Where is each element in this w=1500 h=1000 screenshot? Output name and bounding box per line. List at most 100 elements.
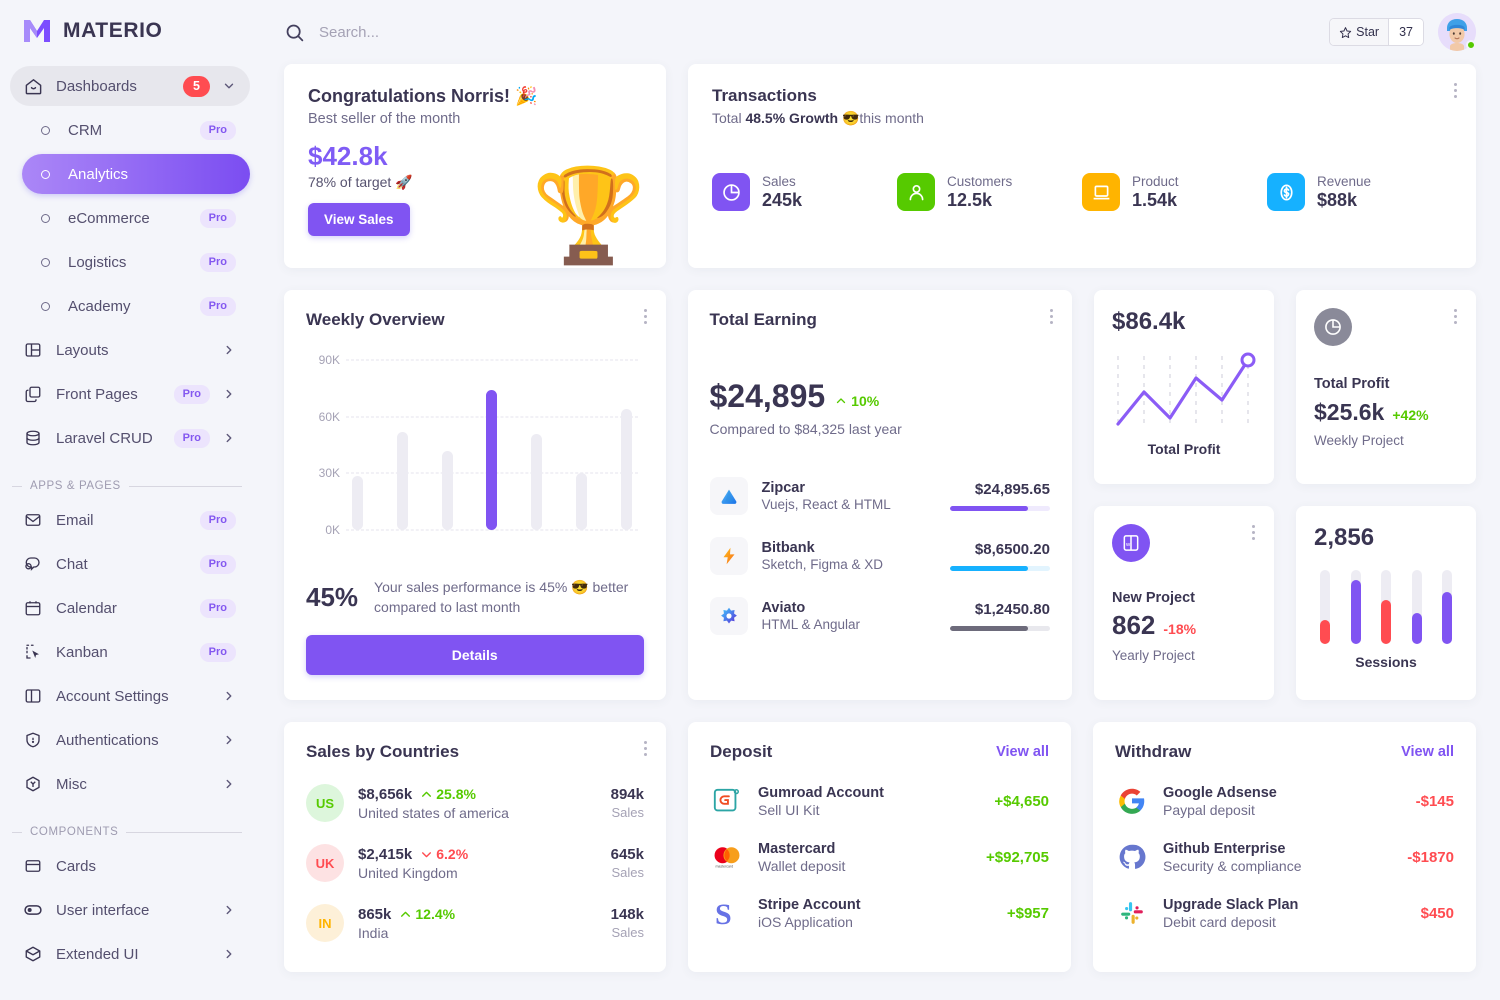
details-button[interactable]: Details: [306, 635, 644, 676]
chevron-right-icon[interactable]: [222, 733, 236, 747]
stat-customers: Customers 12.5k: [897, 173, 1082, 211]
sidebar-item-front-pages[interactable]: Front Pages Pro: [10, 374, 250, 414]
bar[interactable]: [441, 450, 453, 530]
country-change-value: 6.2%: [436, 846, 469, 862]
sidebar-item-analytics[interactable]: Analytics: [22, 154, 250, 194]
earning-menu-icon[interactable]: [1047, 306, 1056, 327]
main-area: Star 37: [260, 0, 1500, 1000]
total-profit-delta: +42%: [1392, 407, 1429, 423]
chevron-right-icon[interactable]: [222, 343, 236, 357]
sidebar-item-dashboards[interactable]: Dashboards 5: [10, 66, 250, 106]
stat-revenue: Revenue $88k: [1267, 173, 1452, 211]
section-label: APPS & PAGES: [30, 480, 121, 492]
chevron-down-icon[interactable]: [222, 79, 236, 93]
sidebar-item-user-interface[interactable]: User interface: [10, 890, 250, 930]
brand[interactable]: MATERIO: [0, 0, 260, 66]
arrow-up-icon: [401, 911, 411, 917]
bitbank-icon: [709, 537, 748, 575]
congratulations-card: Congratulations Norris! 🎉 Best seller of…: [284, 64, 666, 268]
sidebar-item-kanban[interactable]: Kanban Pro: [10, 632, 250, 672]
new-project-menu-icon[interactable]: [1249, 522, 1258, 543]
deposit-view-all-link[interactable]: View all: [996, 744, 1049, 760]
tx-sub-prefix: Total: [712, 110, 746, 126]
sidebar-item-cards[interactable]: Cards: [10, 846, 250, 886]
country-sales-label: Sales: [611, 805, 644, 820]
bar-track[interactable]: [1320, 570, 1330, 644]
chevron-right-icon[interactable]: [222, 777, 236, 791]
slack-icon: [1115, 896, 1149, 930]
sidebar-item-authentications[interactable]: Authentications: [10, 720, 250, 760]
bar-track[interactable]: [1411, 570, 1422, 644]
chevron-right-icon[interactable]: [222, 947, 236, 961]
mini-cards-column: $86.4k: [1094, 290, 1476, 700]
laptop-icon: [1082, 173, 1120, 211]
country-change: 25.8%: [420, 786, 476, 802]
bar-track[interactable]: [1381, 570, 1391, 644]
mini-row-top: $86.4k: [1094, 290, 1476, 484]
sidebar-item-calendar[interactable]: Calendar Pro: [10, 588, 250, 628]
bar[interactable]: [620, 409, 632, 530]
stat-product: Product 1.54k: [1082, 173, 1267, 211]
star-icon: [1339, 26, 1352, 39]
hexagon-icon: [22, 773, 44, 795]
sidebar-item-account-settings[interactable]: Account Settings: [10, 676, 250, 716]
total-profit-menu-icon[interactable]: [1451, 306, 1460, 327]
sidebar: MATERIO Dashboards 5: [0, 0, 260, 1000]
gridline: [346, 359, 638, 361]
list-item: Google Adsense Paypal deposit -$145: [1115, 784, 1454, 818]
bar[interactable]: [352, 475, 363, 530]
mastercard-icon: mastercard: [710, 840, 744, 874]
deposit-item-name: Stripe Account: [758, 896, 861, 913]
bar-track[interactable]: [1350, 570, 1361, 644]
bar-track[interactable]: [1442, 570, 1452, 644]
sidebar-section-components: COMPONENTS: [10, 826, 250, 838]
circle-icon: [34, 295, 56, 317]
bar[interactable]: [575, 473, 587, 530]
weekly-menu-icon[interactable]: [641, 306, 650, 327]
sidebar-item-laravel-crud[interactable]: Laravel CRUD Pro: [10, 418, 250, 458]
view-sales-button[interactable]: View Sales: [308, 203, 410, 236]
withdraw-view-all-link[interactable]: View all: [1401, 744, 1454, 760]
pie-chart-icon: [712, 173, 750, 211]
countries-menu-icon[interactable]: [641, 738, 650, 759]
withdraw-card: Withdraw View all: [1093, 722, 1476, 972]
progress-bar: [950, 626, 1050, 631]
search-input[interactable]: [319, 23, 739, 41]
sidebar-item-chat[interactable]: Chat Pro: [10, 544, 250, 584]
bar-highlighted[interactable]: [486, 390, 498, 530]
sidebar-item-extended-ui[interactable]: Extended UI: [10, 934, 250, 974]
bar[interactable]: [396, 431, 408, 530]
sidebar-item-ecommerce[interactable]: eCommerce Pro: [22, 198, 250, 238]
sidebar-item-academy[interactable]: Academy Pro: [22, 286, 250, 326]
star-label-group[interactable]: Star: [1330, 19, 1390, 45]
github-star-button[interactable]: Star 37: [1329, 18, 1424, 46]
search-bar[interactable]: [284, 22, 1315, 43]
sidebar-item-misc[interactable]: Misc: [10, 764, 250, 804]
avatar[interactable]: [1438, 13, 1476, 51]
sidebar-item-label: Layouts: [56, 341, 109, 359]
sidebar-item-label: eCommerce: [68, 209, 150, 227]
sessions-caption: Sessions: [1355, 654, 1417, 670]
word-file-icon: w: [1112, 524, 1150, 562]
weekly-overview-card: Weekly Overview 90K 60K 30K 0K: [284, 290, 666, 700]
weekly-y-axis: 90K 60K 30K 0K: [306, 353, 340, 537]
sidebar-nav: Dashboards 5 CRM Pro Analytics: [0, 66, 260, 974]
sidebar-section-apps: APPS & PAGES: [10, 480, 250, 492]
sidebar-item-crm[interactable]: CRM Pro: [22, 110, 250, 150]
chevron-right-icon[interactable]: [222, 903, 236, 917]
sidebar-subnav-dashboards: CRM Pro Analytics eCommerce Pro Logistic…: [10, 110, 250, 326]
countries-title: Sales by Countries: [306, 742, 460, 761]
sidebar-item-email[interactable]: Email Pro: [10, 500, 250, 540]
chevron-right-icon[interactable]: [222, 689, 236, 703]
weekly-title: Weekly Overview: [306, 310, 445, 329]
sidebar-item-logistics[interactable]: Logistics Pro: [22, 242, 250, 282]
sidebar-item-layouts[interactable]: Layouts: [10, 330, 250, 370]
total-profit-amount: $86.4k: [1112, 308, 1186, 335]
circle-icon: [34, 207, 56, 229]
chevron-right-icon[interactable]: [222, 387, 236, 401]
chevron-right-icon[interactable]: [222, 431, 236, 445]
bar[interactable]: [531, 433, 542, 530]
new-project-card: w New Project 862 -18% Yearly Project: [1094, 506, 1274, 700]
transactions-menu-icon[interactable]: [1451, 80, 1460, 101]
